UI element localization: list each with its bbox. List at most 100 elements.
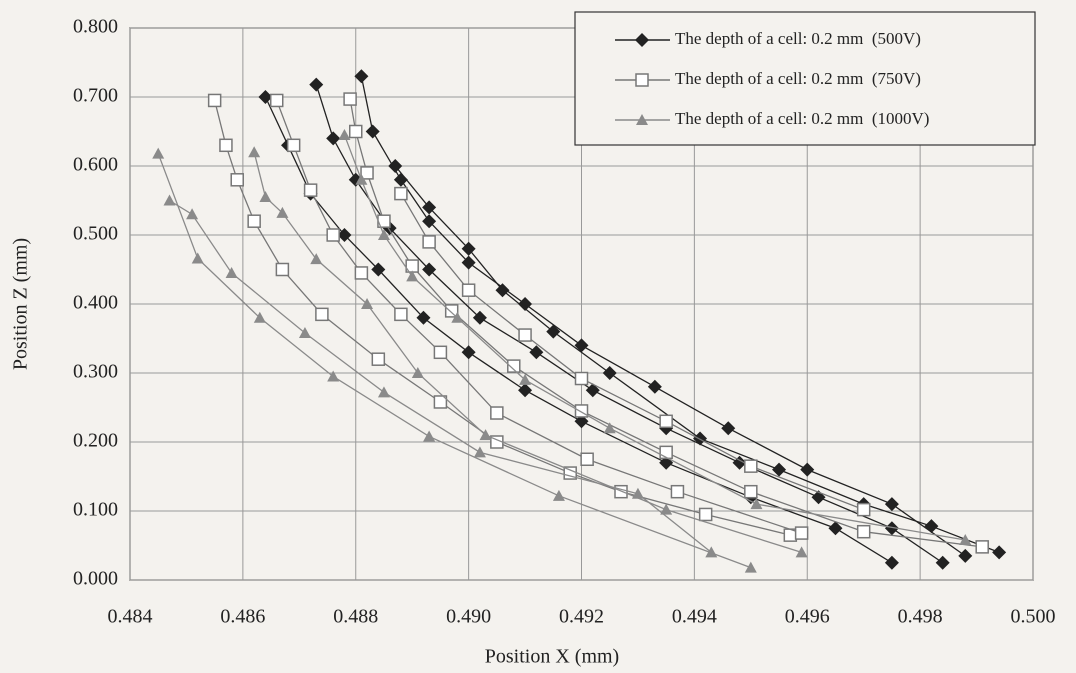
point: [721, 421, 736, 436]
point: [732, 455, 747, 470]
x-tick-label: 0.494: [672, 606, 717, 628]
point: [585, 383, 600, 398]
point: [394, 307, 408, 322]
point: [186, 208, 199, 220]
point: [461, 241, 476, 256]
point: [935, 555, 950, 570]
point: [698, 507, 713, 522]
point: [327, 370, 340, 382]
point: [518, 328, 532, 342]
y-tick-label: 0.000: [73, 568, 118, 590]
x-tick-label: 0.486: [220, 606, 265, 628]
point: [473, 446, 486, 458]
point: [433, 345, 448, 360]
point: [163, 194, 176, 206]
point: [298, 326, 311, 338]
y-tick-label: 0.500: [73, 223, 118, 245]
point: [958, 548, 973, 563]
point: [959, 533, 972, 545]
point: [354, 69, 369, 84]
point: [659, 414, 673, 429]
point: [603, 422, 616, 434]
point: [338, 128, 351, 140]
point: [670, 484, 685, 499]
point: [744, 459, 758, 473]
series-line: [400, 193, 864, 511]
y-tick-label: 0.600: [73, 154, 118, 176]
point: [574, 338, 589, 353]
point: [884, 555, 899, 570]
legend-marker: [635, 73, 649, 87]
point: [800, 462, 815, 477]
series-line: [264, 96, 893, 564]
point: [371, 262, 386, 277]
point: [406, 270, 419, 282]
point: [371, 352, 386, 366]
y-tick-label: 0.200: [73, 430, 118, 452]
point: [219, 138, 233, 153]
point: [602, 366, 617, 380]
point: [660, 503, 673, 515]
point: [529, 345, 544, 360]
point: [422, 235, 436, 249]
point: [225, 266, 238, 278]
point: [411, 367, 424, 378]
point: [546, 324, 561, 339]
point: [884, 521, 899, 536]
point: [794, 526, 809, 540]
y-tick-label: 0.800: [73, 16, 118, 38]
y-tick-label: 0.300: [73, 361, 118, 383]
point: [884, 497, 899, 512]
point: [433, 395, 448, 409]
point: [309, 77, 324, 92]
y-tick-label: 0.700: [73, 85, 118, 107]
y-axis-label: Position Z (mm): [10, 238, 32, 370]
legend: The depth of a cell: 0.2 mm (500V) The de…: [574, 11, 1036, 146]
point: [191, 252, 204, 264]
point: [518, 297, 533, 311]
point: [337, 228, 352, 242]
series-line: [343, 134, 966, 541]
point: [230, 173, 244, 187]
point: [275, 262, 290, 277]
point: [315, 307, 329, 322]
x-tick-label: 0.488: [333, 606, 378, 628]
legend-label: The depth of a cell: 0.2 mm (750V): [675, 69, 921, 88]
point: [828, 521, 843, 536]
point: [207, 93, 222, 108]
point: [461, 283, 476, 297]
point: [388, 159, 403, 173]
point: [365, 124, 380, 139]
x-tick-label: 0.484: [108, 606, 153, 628]
series-line: [394, 165, 1000, 554]
point: [303, 183, 318, 197]
point: [647, 379, 662, 394]
point: [518, 383, 533, 398]
point: [354, 266, 369, 280]
x-tick-label: 0.500: [1011, 606, 1056, 628]
point: [310, 253, 323, 265]
point: [856, 502, 871, 517]
point: [856, 524, 871, 539]
point: [269, 93, 284, 108]
x-tick-label: 0.498: [898, 606, 943, 628]
point: [326, 228, 340, 242]
y-tick-label: 0.400: [73, 292, 118, 314]
point: [361, 298, 374, 309]
point: [152, 147, 165, 159]
point: [444, 304, 459, 318]
point: [349, 124, 363, 139]
point: [422, 200, 437, 215]
point: [326, 131, 341, 146]
point: [744, 561, 757, 573]
series-line: [157, 153, 752, 569]
legend-marker: [635, 33, 649, 47]
point: [975, 540, 989, 554]
point: [490, 406, 504, 420]
point: [248, 146, 261, 158]
point: [360, 166, 374, 180]
point: [519, 373, 532, 385]
point: [258, 90, 273, 104]
